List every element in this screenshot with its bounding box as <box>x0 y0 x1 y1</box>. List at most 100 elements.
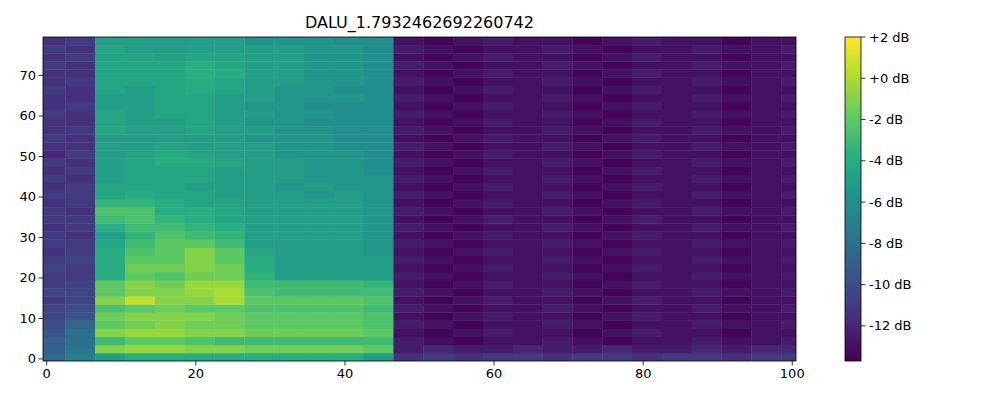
heat-cell <box>364 223 394 232</box>
heat-cell <box>721 69 751 78</box>
heat-cell <box>572 69 602 78</box>
heat-cell <box>721 353 751 361</box>
heat-cell <box>125 215 155 224</box>
heat-cell <box>304 102 334 111</box>
heat-cell <box>65 102 95 111</box>
heat-cell <box>751 345 781 354</box>
heat-cell <box>364 248 394 257</box>
heat-cell <box>364 110 394 119</box>
y-tick-label: 10 <box>19 311 36 326</box>
heat-cell <box>125 37 155 46</box>
heat-cell <box>632 78 662 87</box>
heat-cell <box>274 110 304 119</box>
heat-cell <box>662 207 692 216</box>
heat-cell <box>95 78 125 87</box>
heat-cell <box>43 159 66 168</box>
heat-cell <box>155 142 185 151</box>
colorbar-tick-label: -10 dB <box>869 277 912 292</box>
heat-cell <box>185 321 215 330</box>
heat-cell <box>632 134 662 143</box>
colorbar-tick-label: -6 dB <box>869 195 903 210</box>
heat-cell <box>662 321 692 330</box>
heat-cell <box>423 264 453 273</box>
colorbar-tick-label: +0 dB <box>869 71 909 86</box>
heat-cell <box>423 231 453 240</box>
heat-cell <box>572 199 602 208</box>
heat-cell <box>185 45 215 54</box>
heat-cell <box>721 248 751 257</box>
heat-cell <box>632 142 662 151</box>
heat-cell <box>483 207 513 216</box>
heat-cell <box>692 69 722 78</box>
heat-cell <box>244 199 274 208</box>
heat-cell <box>155 175 185 184</box>
heat-cell <box>423 248 453 257</box>
heat-cell <box>244 231 274 240</box>
heat-cell <box>43 337 66 346</box>
heat-cell <box>65 231 95 240</box>
heat-cell <box>781 159 796 168</box>
heat-cell <box>602 304 632 313</box>
heat-cell <box>364 167 394 176</box>
heat-cell <box>244 215 274 224</box>
heat-cell <box>43 353 66 361</box>
y-tick <box>39 75 44 76</box>
heat-cell <box>662 102 692 111</box>
heat-cell <box>364 264 394 273</box>
y-tick-label: 40 <box>19 189 36 204</box>
heat-cell <box>662 53 692 62</box>
heat-cell <box>185 183 215 192</box>
heat-cell <box>483 321 513 330</box>
heat-cell <box>423 126 453 135</box>
heat-cell <box>334 118 364 127</box>
heat-cell <box>602 215 632 224</box>
heat-cell <box>334 150 364 159</box>
heat-cell <box>483 142 513 151</box>
heat-cell <box>602 167 632 176</box>
heat-cell <box>692 183 722 192</box>
colorbar-tick-label: -2 dB <box>869 112 903 127</box>
heat-cell <box>513 248 543 257</box>
x-tick-label: 60 <box>486 366 503 381</box>
heat-cell <box>393 53 423 62</box>
heat-cell <box>721 337 751 346</box>
heat-cell <box>214 264 244 273</box>
heat-cell <box>751 353 781 361</box>
heat-cell <box>543 288 573 297</box>
heat-cell <box>364 86 394 95</box>
heat-cell <box>513 175 543 184</box>
heat-cell <box>423 78 453 87</box>
heat-cell <box>483 167 513 176</box>
heat-cell <box>274 142 304 151</box>
heat-cell <box>95 329 125 338</box>
y-tick-label: 50 <box>19 149 36 164</box>
heat-cell <box>274 248 304 257</box>
heat-cell <box>125 134 155 143</box>
heat-cell <box>393 175 423 184</box>
heat-cell <box>662 94 692 103</box>
heat-cell <box>214 69 244 78</box>
heat-cell <box>513 118 543 127</box>
heat-cell <box>781 321 796 330</box>
heat-cell <box>364 199 394 208</box>
heat-cell <box>513 353 543 361</box>
heat-cell <box>423 142 453 151</box>
heat-cell <box>125 45 155 54</box>
heat-cell <box>751 312 781 321</box>
heat-cell <box>423 110 453 119</box>
heat-cell <box>95 191 125 200</box>
heat-cell <box>364 78 394 87</box>
heat-cell <box>214 102 244 111</box>
heat-cell <box>364 215 394 224</box>
heat-cell <box>751 94 781 103</box>
heat-cell <box>632 126 662 135</box>
heat-cell <box>453 134 483 143</box>
heat-cell <box>43 207 66 216</box>
heat-cell <box>483 94 513 103</box>
heat-cell <box>65 329 95 338</box>
heat-cell <box>543 37 573 46</box>
heat-cell <box>781 126 796 135</box>
heat-cell <box>751 61 781 70</box>
heat-cell <box>483 296 513 305</box>
heat-cell <box>602 159 632 168</box>
